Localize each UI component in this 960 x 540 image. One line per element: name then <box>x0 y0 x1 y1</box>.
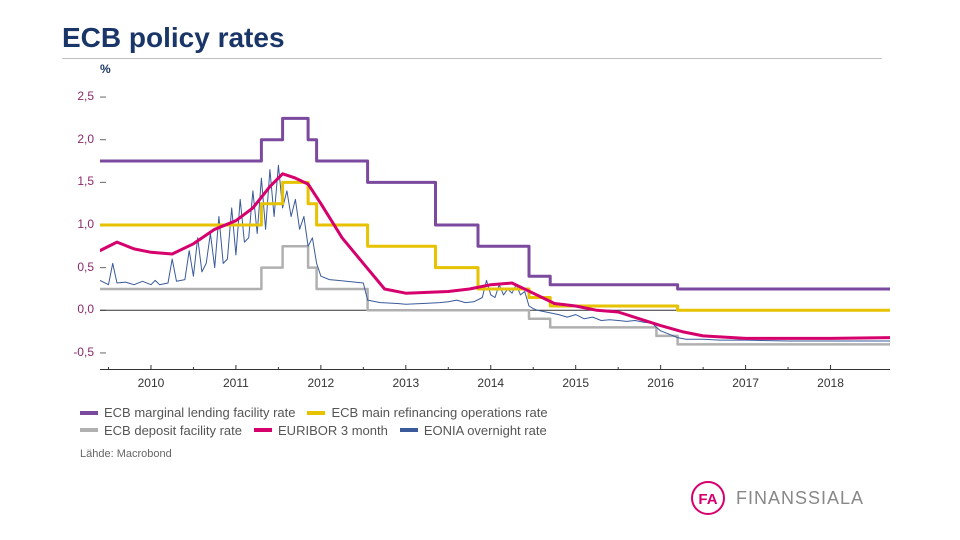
y-tick-label: 0,0 <box>64 302 94 316</box>
y-tick-label: -0,5 <box>64 345 94 359</box>
x-tick-label: 2012 <box>296 376 346 390</box>
legend-label: ECB deposit facility rate <box>104 422 242 440</box>
legend-row: ECB deposit facility rate EURIBOR 3 month… <box>80 422 560 440</box>
y-tick-label: 2,5 <box>64 89 94 103</box>
y-tick-label: 1,5 <box>64 174 94 188</box>
x-tick-label: 2018 <box>806 376 856 390</box>
x-tick-label: 2016 <box>636 376 686 390</box>
legend-swatch <box>80 411 98 415</box>
brand-lockup: FA FINANSSIALA <box>690 480 864 516</box>
title-underline <box>62 58 882 59</box>
chart-svg <box>100 80 890 370</box>
chart-plot-area <box>100 80 890 370</box>
brand-wordmark: FINANSSIALA <box>736 488 864 509</box>
legend-label: ECB main refinancing operations rate <box>331 404 547 422</box>
x-tick-label: 2011 <box>211 376 261 390</box>
legend-label: EURIBOR 3 month <box>278 422 388 440</box>
y-axis-unit-label: % <box>100 62 111 76</box>
legend-label: EONIA overnight rate <box>424 422 547 440</box>
x-tick-label: 2017 <box>721 376 771 390</box>
y-tick-label: 0,5 <box>64 260 94 274</box>
legend-swatch <box>400 428 418 432</box>
svg-text:FA: FA <box>698 491 717 508</box>
slide-root: { "title": { "text": "ECB policy rates",… <box>0 0 960 540</box>
x-tick-label: 2013 <box>381 376 431 390</box>
legend-swatch <box>254 428 272 432</box>
page-title: ECB policy rates <box>62 22 882 54</box>
y-tick-label: 1,0 <box>64 217 94 231</box>
legend-swatch <box>307 411 325 415</box>
legend-swatch <box>80 428 98 432</box>
x-tick-label: 2010 <box>126 376 176 390</box>
x-tick-label: 2014 <box>466 376 516 390</box>
x-tick-label: 2015 <box>551 376 601 390</box>
title-block: ECB policy rates <box>62 22 882 59</box>
legend-row: ECB marginal lending facility rate ECB ma… <box>80 404 560 422</box>
source-citation: Lähde: Macrobond <box>80 448 172 460</box>
chart-legend: ECB marginal lending facility rate ECB ma… <box>80 404 560 439</box>
y-tick-label: 2,0 <box>64 132 94 146</box>
brand-logo-icon: FA <box>690 480 726 516</box>
legend-label: ECB marginal lending facility rate <box>104 404 295 422</box>
